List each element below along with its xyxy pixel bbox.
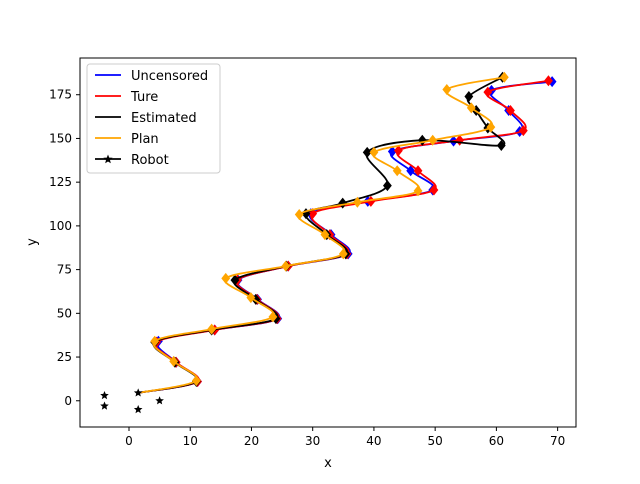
waypoint-marker-plan — [413, 185, 423, 197]
x-tick-label: 10 — [183, 434, 198, 448]
x-tick-label: 40 — [366, 434, 381, 448]
plot-frame — [79, 57, 577, 428]
y-tick-label: 0 — [64, 394, 72, 408]
robot-star-marker — [100, 391, 109, 400]
waypoint-marker-plan — [338, 248, 348, 260]
waypoint-marker-plan — [392, 165, 402, 177]
x-tick-label: 50 — [428, 434, 443, 448]
waypoint-marker-plan — [428, 134, 438, 146]
robot-star-marker — [133, 405, 143, 414]
y-tick-label: 75 — [57, 263, 72, 277]
y-tick-label: 175 — [49, 88, 72, 102]
legend-label-plan: Plan — [131, 132, 159, 147]
waypoint-marker-plan — [320, 229, 330, 241]
waypoint-marker-estimated — [271, 313, 281, 325]
y-tick-label: 125 — [49, 175, 72, 189]
x-tick-label: 60 — [489, 434, 504, 448]
waypoint-marker-plan — [442, 83, 452, 95]
waypoint-marker-ture — [413, 165, 423, 177]
x-tick-label: 20 — [244, 434, 259, 448]
y-tick-label: 25 — [57, 350, 72, 364]
waypoint-marker-uncensored — [406, 165, 416, 177]
waypoint-marker-ture — [394, 145, 403, 157]
waypoint-marker-plan — [281, 260, 291, 272]
waypoint-marker-plan — [207, 323, 217, 335]
waypoint-marker-estimated — [464, 90, 474, 102]
waypoint-marker-plan — [352, 196, 362, 208]
waypoint-marker-plan — [369, 146, 379, 158]
waypoint-marker-plan — [466, 102, 476, 114]
waypoint-marker-plan — [150, 335, 160, 347]
y-axis: 0 25 50 75 100 125 150 175 — [49, 88, 80, 408]
x-axis: 0 10 20 30 40 50 60 70 — [125, 427, 565, 448]
waypoint-marker-estimated — [362, 146, 372, 158]
legend-label-robot: Robot — [131, 153, 169, 168]
waypoint-marker-plan — [486, 121, 496, 133]
legend-label-estimated: Estimated — [131, 111, 197, 126]
waypoint-marker-estimated — [496, 139, 506, 151]
x-tick-label: 70 — [550, 434, 565, 448]
waypoint-marker-plan — [246, 292, 256, 304]
waypoint-marker-plan — [294, 209, 304, 221]
waypoint-marker-plan — [169, 355, 179, 367]
waypoint-marker-plan — [499, 71, 509, 83]
robot-star-marker — [155, 396, 164, 405]
legend: Uncensored Ture Estimated Plan Robot — [86, 63, 221, 174]
waypoint-marker-estimated — [230, 274, 240, 286]
y-tick-label: 100 — [49, 219, 72, 233]
waypoint-marker-ture — [544, 75, 553, 87]
x-tick-label: 0 — [125, 434, 133, 448]
robot-star-marker — [133, 388, 143, 397]
waypoint-marker-ture — [483, 86, 493, 98]
waypoint-marker-plan — [268, 311, 278, 323]
series-layer — [100, 71, 557, 414]
legend-label-uncensored: Uncensored — [131, 69, 208, 84]
waypoint-marker-ture — [506, 104, 515, 116]
waypoint-marker-estimated — [382, 180, 392, 192]
waypoint-marker-plan — [221, 272, 231, 284]
y-axis-label: y — [25, 238, 40, 246]
series-robot — [100, 388, 164, 414]
legend-box — [86, 63, 221, 174]
waypoint-marker-ture — [366, 195, 376, 207]
y-tick-label: 50 — [57, 306, 72, 320]
robot-star-marker — [100, 401, 109, 410]
series-plan — [138, 71, 509, 394]
waypoint-marker-uncensored — [387, 146, 397, 158]
waypoint-marker-plan — [191, 375, 201, 387]
x-tick-label: 30 — [305, 434, 320, 448]
x-axis-label: x — [324, 456, 332, 471]
waypoint-marker-estimated — [338, 197, 348, 209]
legend-label-ture: Ture — [130, 90, 158, 105]
waypoint-marker-ture — [429, 184, 439, 196]
waypoint-marker-ture — [518, 125, 528, 137]
legend-star-icon — [103, 154, 113, 164]
y-tick-label: 150 — [49, 131, 72, 145]
